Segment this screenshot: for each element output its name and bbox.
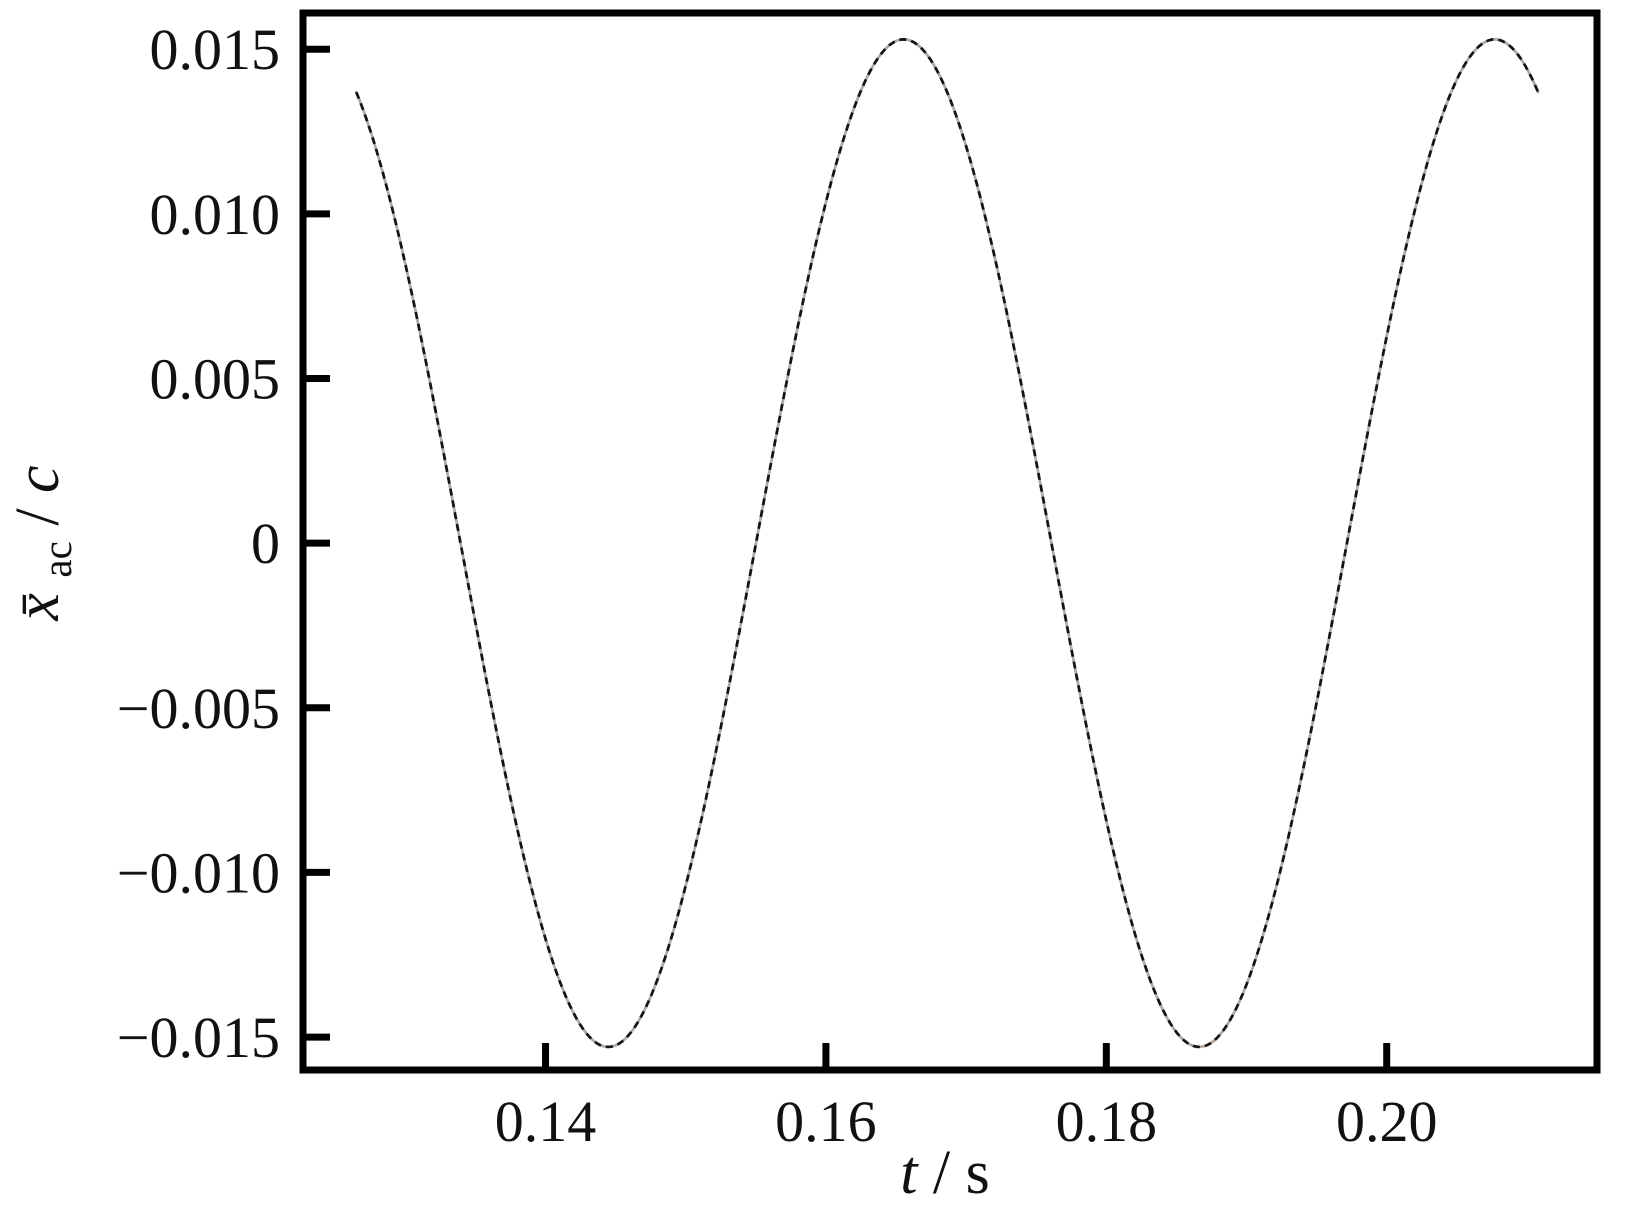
- y-axis-ticks: [306, 45, 330, 1041]
- x-axis-separator: /: [933, 1139, 951, 1207]
- y-axis-title: x̄ ac / c: [4, 465, 85, 621]
- x-axis-tick-labels: 0.14 0.16 0.18 0.20: [495, 1089, 1438, 1154]
- y-tick-label: −0.010: [117, 840, 280, 905]
- x-axis-title: t / s: [900, 1139, 990, 1207]
- x-tick-label: 0.20: [1336, 1089, 1438, 1154]
- series-group: [354, 38, 1540, 1049]
- y-axis-variable: x̄: [4, 593, 72, 622]
- y-axis-separator: /: [4, 508, 72, 526]
- y-axis-subscript: ac: [34, 541, 80, 577]
- y-tick-label: 0.010: [150, 182, 281, 247]
- y-tick-label: 0.015: [150, 17, 281, 82]
- plot-border: [299, 9, 1601, 1074]
- series-path-base: [354, 38, 1540, 1049]
- x-tick-label: 0.18: [1056, 1089, 1158, 1154]
- y-tick-label: −0.015: [117, 1005, 280, 1070]
- x-tick-label: 0.16: [775, 1089, 877, 1154]
- x-axis-ticks: [542, 1043, 1391, 1067]
- y-axis-unit: c: [4, 465, 72, 493]
- y-tick-label: 0.005: [150, 347, 281, 412]
- y-axis-tick-labels: 0.015 0.010 0.005 0 −0.005 −0.010 −0.015: [117, 17, 280, 1070]
- y-axis-title-group: x̄ ac / c: [4, 465, 85, 621]
- series-path-dash: [355, 38, 1540, 1049]
- y-tick-label: −0.005: [117, 676, 280, 741]
- x-axis-unit: s: [966, 1139, 990, 1207]
- y-tick-label: 0: [251, 511, 280, 576]
- x-tick-label: 0.14: [495, 1089, 597, 1154]
- x-axis-variable: t: [900, 1139, 919, 1207]
